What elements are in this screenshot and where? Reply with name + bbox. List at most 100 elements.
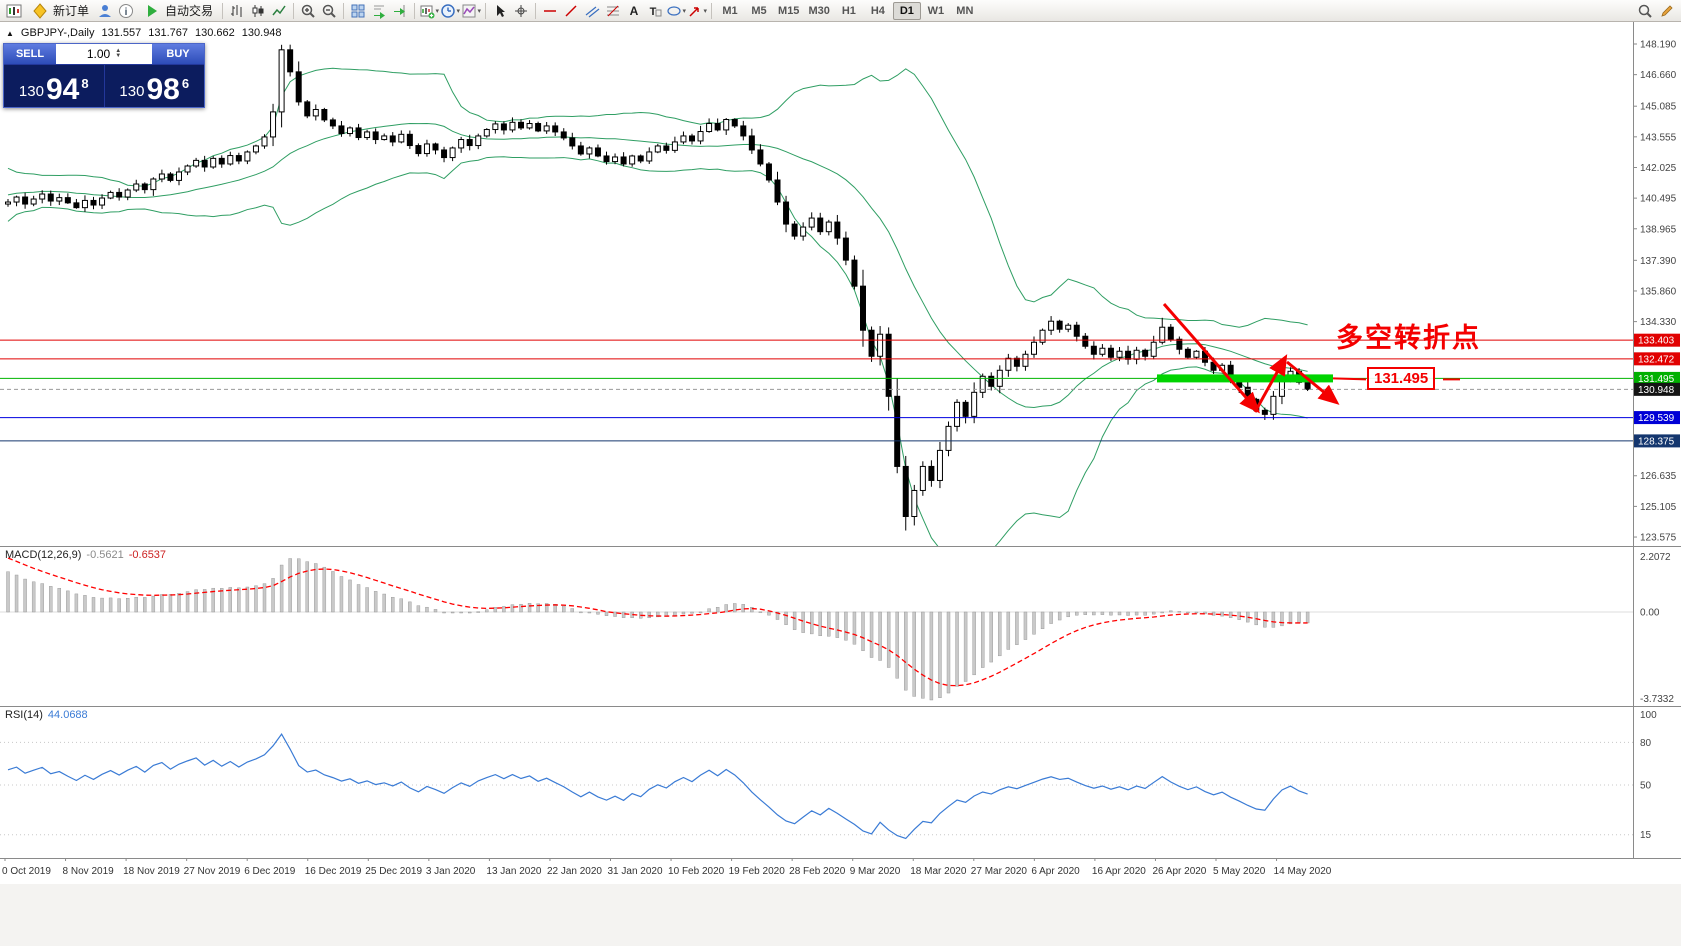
volume-input[interactable]: 1.00 ▲ ▼ (56, 44, 152, 64)
timeframe-d1[interactable]: D1 (892, 1, 921, 20)
macd-bar (1006, 611, 1011, 650)
macd-bar (254, 585, 258, 613)
timeframe-h4[interactable]: H4 (870, 4, 885, 17)
candlestick (64, 197, 71, 204)
new-order-button[interactable]: 新订单 (25, 1, 94, 21)
time-axis-label: 31 Jan 2020 (608, 866, 663, 877)
macd-bar (57, 588, 61, 613)
candlestick (1048, 320, 1055, 331)
rsi-tick-100: 100 (1640, 710, 1657, 721)
candlestick-chart-icon[interactable] (248, 1, 268, 21)
auto-trading-button[interactable]: 自动交易 (137, 1, 218, 21)
candlestick (381, 135, 388, 141)
macd-bar (562, 605, 566, 613)
price-tick-label: 135.860 (1640, 286, 1677, 297)
candlestick (945, 425, 952, 451)
arrows-icon[interactable]: ▾ (687, 1, 707, 21)
price-callout-box[interactable]: 131.495 (1367, 367, 1436, 390)
macd-bar (989, 611, 993, 663)
volume-spinner[interactable]: ▲ ▼ (115, 48, 122, 59)
macd-bar (40, 583, 44, 613)
buy-price-display[interactable]: 130 98 6 (105, 65, 205, 107)
buy-button[interactable]: BUY (152, 44, 204, 64)
candlestick (312, 108, 319, 117)
trendline-icon[interactable] (561, 1, 581, 21)
bar-chart-icon[interactable] (227, 1, 247, 21)
macd-bar (185, 591, 190, 613)
equidistant-channel-icon[interactable] (582, 1, 602, 21)
candlestick (560, 131, 567, 139)
search-icon[interactable] (1635, 1, 1655, 21)
info-icon[interactable]: i (116, 1, 136, 21)
timeframe-m30[interactable]: M30 (808, 4, 830, 17)
macd-bar (1083, 611, 1088, 615)
price-tag-132.472 (1634, 352, 1680, 366)
timeframe-m15[interactable]: M15 (778, 4, 800, 17)
macd-bar (886, 611, 891, 668)
candlestick (124, 189, 131, 198)
zoom-out-icon[interactable] (319, 1, 339, 21)
candlestick (543, 125, 550, 132)
timeframe-m5[interactable]: M5 (751, 4, 767, 17)
svg-text:T: T (650, 6, 657, 18)
macd-bar (527, 603, 532, 613)
auto-scroll-icon[interactable] (369, 1, 389, 21)
edit-icon[interactable] (1657, 1, 1677, 21)
macd-bar (245, 586, 250, 613)
green-highlight-bar[interactable] (1157, 374, 1333, 383)
macd-bar (143, 597, 147, 613)
rsi-line (7, 733, 1308, 840)
shapes-icon[interactable]: ▾ (666, 1, 686, 21)
buy-price-sup: 6 (181, 76, 190, 91)
text-label-icon[interactable]: T (645, 1, 665, 21)
crosshair-icon[interactable] (511, 1, 531, 21)
macd-bar (433, 609, 438, 613)
new-chart-icon[interactable]: ▾ (419, 1, 439, 21)
macd-bar (356, 584, 361, 613)
macd-bar (160, 594, 164, 613)
macd-bar (1143, 611, 1147, 616)
timeframe-h1[interactable]: H1 (841, 4, 856, 17)
sell-price-display[interactable]: 130 94 8 (4, 65, 104, 107)
one-click-collapse-icon[interactable]: ▲ (6, 28, 14, 38)
horizontal-line-icon[interactable] (540, 1, 560, 21)
timeframe-m1[interactable]: M1 (722, 4, 738, 17)
text-icon[interactable]: A (624, 1, 644, 21)
trend-arrow-1[interactable] (1162, 303, 1260, 414)
macd-bar (279, 564, 284, 613)
chart-window-icon[interactable] (4, 1, 24, 21)
macd-bar (211, 587, 215, 613)
profile-icon[interactable] (95, 1, 115, 21)
rsi-tick-50: 50 (1640, 781, 1652, 792)
line-chart-icon[interactable] (269, 1, 289, 21)
macd-bar (784, 611, 788, 625)
candlestick (817, 217, 824, 233)
time-axis-label: 16 Dec 2019 (305, 866, 362, 877)
zoom-in-icon[interactable] (298, 1, 318, 21)
time-axis-label: 28 Feb 2020 (789, 866, 846, 877)
candlestick (389, 135, 396, 143)
price-tag-text: 133.403 (1638, 336, 1675, 347)
sell-button[interactable]: SELL (4, 44, 56, 64)
macd-bar (946, 611, 951, 694)
candlestick (47, 193, 54, 202)
tile-windows-icon[interactable] (348, 1, 368, 21)
template-icon[interactable]: ▾ (461, 1, 481, 21)
time-axis-label: 27 Nov 2019 (184, 866, 241, 877)
period-icon[interactable]: ▾ (440, 1, 460, 21)
macd-bar (792, 611, 797, 630)
macd-bar (741, 604, 745, 613)
price-tag-text: 131.495 (1638, 374, 1675, 385)
macd-bar (861, 611, 865, 651)
chart-shift-icon[interactable] (390, 1, 410, 21)
candlestick (868, 329, 875, 357)
cursor-icon[interactable] (490, 1, 510, 21)
trend-arrow-2[interactable] (1253, 354, 1288, 413)
trend-arrow-3[interactable] (1286, 360, 1340, 405)
fibonacci-icon[interactable] (603, 1, 623, 21)
candlestick (706, 123, 713, 133)
timeframe-mn[interactable]: MN (956, 4, 974, 17)
turning-point-annotation[interactable]: 多空转折点 (1336, 323, 1481, 353)
macd-bar (698, 611, 703, 614)
timeframe-w1[interactable]: W1 (927, 4, 945, 17)
